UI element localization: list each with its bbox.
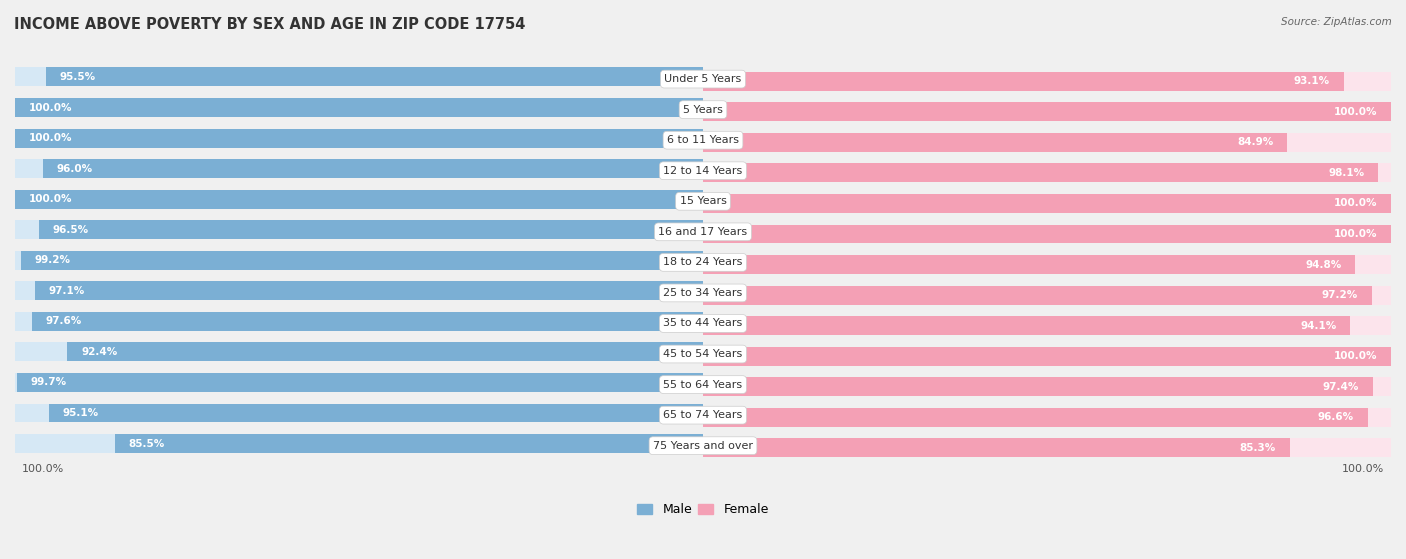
Text: 55 to 64 Years: 55 to 64 Years [664, 380, 742, 390]
Text: 15 Years: 15 Years [679, 196, 727, 206]
Bar [15, 312, 703, 331]
Text: 100.0%: 100.0% [28, 102, 72, 112]
Text: Under 5 Years: Under 5 Years [665, 74, 741, 84]
Text: 97.2%: 97.2% [1322, 290, 1358, 300]
Bar [46, 68, 703, 87]
Bar [17, 373, 703, 392]
Bar [703, 347, 1391, 366]
Bar [15, 220, 703, 239]
Bar [703, 163, 1378, 182]
Bar [15, 251, 703, 270]
Bar [703, 102, 1391, 121]
Text: 98.1%: 98.1% [1329, 168, 1364, 178]
Text: 45 to 54 Years: 45 to 54 Years [664, 349, 742, 359]
Text: INCOME ABOVE POVERTY BY SEX AND AGE IN ZIP CODE 17754: INCOME ABOVE POVERTY BY SEX AND AGE IN Z… [14, 17, 526, 32]
Text: 100.0%: 100.0% [1334, 198, 1378, 209]
Text: 96.5%: 96.5% [53, 225, 89, 235]
Text: 100.0%: 100.0% [22, 463, 65, 473]
Bar [703, 225, 1391, 244]
Bar [703, 286, 1372, 305]
Text: 96.6%: 96.6% [1317, 413, 1354, 422]
Bar [15, 68, 703, 87]
Bar [15, 434, 703, 453]
Bar [703, 133, 1286, 152]
Text: 97.4%: 97.4% [1323, 382, 1360, 392]
Text: 94.1%: 94.1% [1301, 321, 1337, 330]
Bar [703, 316, 1350, 335]
Bar [703, 255, 1355, 274]
Bar [703, 194, 1391, 213]
Bar [39, 220, 703, 239]
Text: 100.0%: 100.0% [28, 133, 72, 143]
Bar [703, 438, 1289, 457]
Bar [35, 281, 703, 300]
Text: 99.7%: 99.7% [31, 377, 67, 387]
Bar [15, 343, 703, 361]
Text: 16 and 17 Years: 16 and 17 Years [658, 227, 748, 237]
Bar [703, 194, 1391, 213]
Bar [15, 129, 703, 148]
Bar [703, 316, 1391, 335]
Bar [703, 408, 1391, 427]
Text: 95.5%: 95.5% [59, 72, 96, 82]
Bar [703, 255, 1391, 274]
Bar [703, 225, 1391, 244]
Text: 97.1%: 97.1% [49, 286, 84, 296]
Text: 100.0%: 100.0% [1334, 351, 1378, 361]
Text: Source: ZipAtlas.com: Source: ZipAtlas.com [1281, 17, 1392, 27]
Bar [703, 72, 1391, 91]
Bar [15, 159, 703, 178]
Bar [15, 404, 703, 423]
Text: 65 to 74 Years: 65 to 74 Years [664, 410, 742, 420]
Text: 94.8%: 94.8% [1305, 259, 1341, 269]
Bar [703, 102, 1391, 121]
Text: 85.5%: 85.5% [128, 439, 165, 448]
Text: 92.4%: 92.4% [82, 347, 117, 357]
Text: 18 to 24 Years: 18 to 24 Years [664, 257, 742, 267]
Bar [15, 98, 703, 117]
Bar [703, 286, 1391, 305]
Bar [703, 377, 1391, 396]
Bar [703, 72, 1344, 91]
Bar [42, 159, 703, 178]
Text: 97.6%: 97.6% [45, 316, 82, 326]
Text: 84.9%: 84.9% [1237, 138, 1274, 148]
Text: 6 to 11 Years: 6 to 11 Years [666, 135, 740, 145]
Bar [703, 377, 1374, 396]
Text: 99.2%: 99.2% [34, 255, 70, 266]
Bar [15, 190, 703, 209]
Bar [15, 190, 703, 209]
Text: 96.0%: 96.0% [56, 164, 93, 174]
Bar [703, 347, 1391, 366]
Text: 95.1%: 95.1% [62, 408, 98, 418]
Text: 100.0%: 100.0% [1334, 107, 1378, 117]
Bar [703, 438, 1391, 457]
Bar [15, 281, 703, 300]
Bar [15, 98, 703, 117]
Bar [703, 408, 1368, 427]
Bar [31, 312, 703, 331]
Text: 85.3%: 85.3% [1240, 443, 1277, 453]
Text: 93.1%: 93.1% [1294, 76, 1330, 86]
Bar [49, 404, 703, 423]
Text: 100.0%: 100.0% [1341, 463, 1384, 473]
Text: 75 Years and over: 75 Years and over [652, 440, 754, 451]
Bar [67, 343, 703, 361]
Text: 100.0%: 100.0% [1334, 229, 1378, 239]
Bar [703, 133, 1391, 152]
Text: 12 to 14 Years: 12 to 14 Years [664, 165, 742, 176]
Text: 100.0%: 100.0% [28, 194, 72, 204]
Text: 5 Years: 5 Years [683, 105, 723, 115]
Text: 35 to 44 Years: 35 to 44 Years [664, 319, 742, 329]
Legend: Male, Female: Male, Female [633, 498, 773, 522]
Text: 25 to 34 Years: 25 to 34 Years [664, 288, 742, 298]
Bar [21, 251, 703, 270]
Bar [703, 163, 1391, 182]
Bar [115, 434, 703, 453]
Bar [15, 373, 703, 392]
Bar [15, 129, 703, 148]
